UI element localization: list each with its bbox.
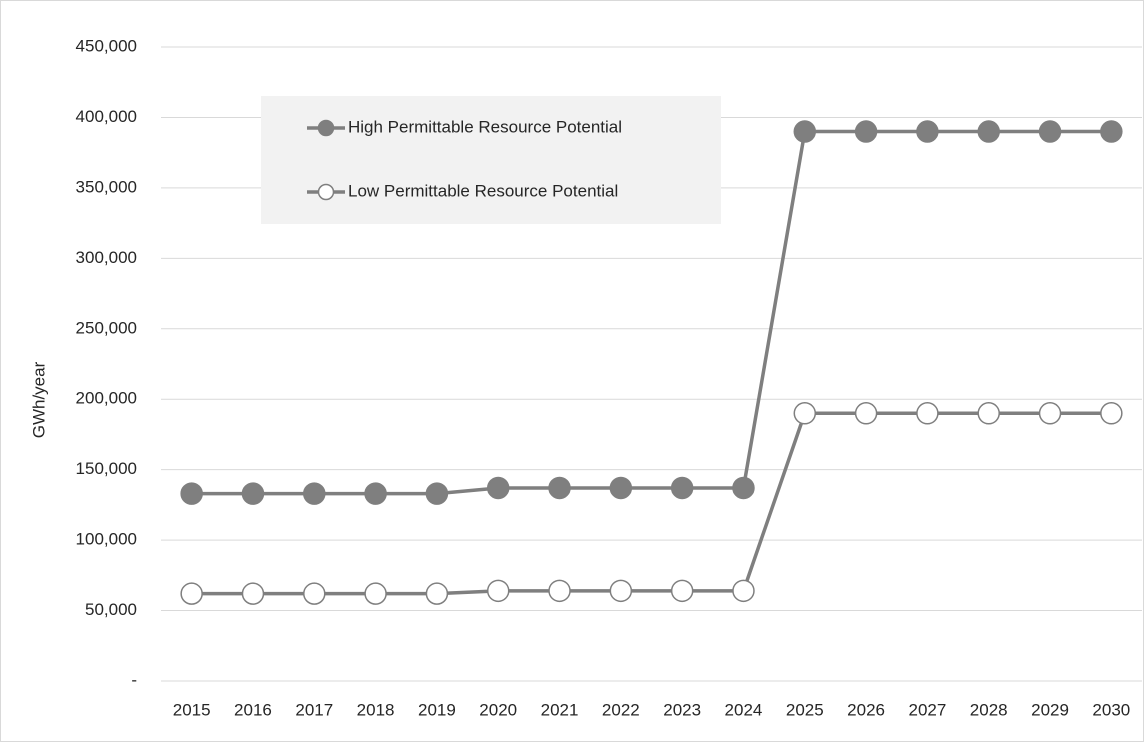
x-tick-label: 2028 [970, 700, 1008, 719]
x-tick-label: 2020 [479, 700, 517, 719]
data-point [241, 482, 265, 505]
data-point [732, 579, 755, 603]
x-tick-label: 2017 [295, 700, 333, 719]
data-point [303, 582, 326, 605]
data-point [854, 402, 878, 425]
data-point [1100, 120, 1123, 143]
x-tick-label: 2027 [908, 700, 946, 719]
data-point [180, 582, 203, 605]
y-tick-label: 450,000 [76, 36, 137, 55]
x-tick-label: 2026 [847, 700, 885, 719]
data-point [609, 476, 633, 500]
x-tick-label: 2024 [725, 700, 763, 719]
data-point [1038, 120, 1062, 143]
x-tick-label: 2022 [602, 700, 640, 719]
data-point [670, 476, 694, 500]
y-tick-label: 300,000 [76, 248, 137, 267]
data-point [486, 476, 510, 500]
y-tick-label: 50,000 [85, 600, 137, 619]
y-tick-label: 150,000 [76, 459, 137, 478]
data-point [1100, 402, 1123, 425]
x-tick-label: 2029 [1031, 700, 1069, 719]
y-tick-label: - [131, 670, 137, 689]
data-point [609, 579, 633, 603]
x-tick-label: 2023 [663, 700, 701, 719]
x-tick-label: 2019 [418, 700, 456, 719]
data-point [548, 579, 571, 603]
y-tick-label: 250,000 [76, 318, 137, 337]
legend-label: Low Permittable Resource Potential [348, 181, 618, 200]
data-point [548, 476, 571, 500]
x-tick-label: 2018 [357, 700, 395, 719]
data-point [180, 482, 203, 505]
data-point [732, 476, 755, 500]
data-point [793, 120, 817, 143]
legend-box [261, 96, 721, 224]
series-line [191, 129, 1112, 496]
data-point [364, 582, 387, 605]
data-point [425, 482, 449, 505]
x-tick-label: 2015 [173, 700, 211, 719]
x-tick-label: 2021 [541, 700, 579, 719]
data-point [303, 482, 326, 505]
data-point [670, 579, 694, 603]
data-point [793, 402, 817, 425]
y-axis-label: GWh/year [29, 361, 48, 438]
y-tick-label: 350,000 [76, 177, 137, 196]
data-point [854, 120, 878, 143]
data-point [916, 120, 939, 143]
x-tick-label: 2025 [786, 700, 824, 719]
data-point [977, 402, 1000, 425]
series-line [191, 411, 1112, 596]
data-point [364, 482, 387, 505]
legend-marker [317, 119, 335, 137]
legend-label: High Permittable Resource Potential [348, 117, 622, 136]
data-point [425, 582, 449, 605]
y-tick-label: 100,000 [76, 530, 137, 549]
data-point [1038, 402, 1062, 425]
legend-marker [317, 183, 335, 201]
data-point [486, 579, 510, 603]
data-point [916, 402, 939, 425]
y-tick-label: 400,000 [76, 107, 137, 126]
x-tick-label: 2016 [234, 700, 272, 719]
y-tick-label: 200,000 [76, 389, 137, 408]
data-point [241, 582, 265, 605]
data-point [977, 120, 1000, 143]
x-tick-label: 2030 [1092, 700, 1130, 719]
